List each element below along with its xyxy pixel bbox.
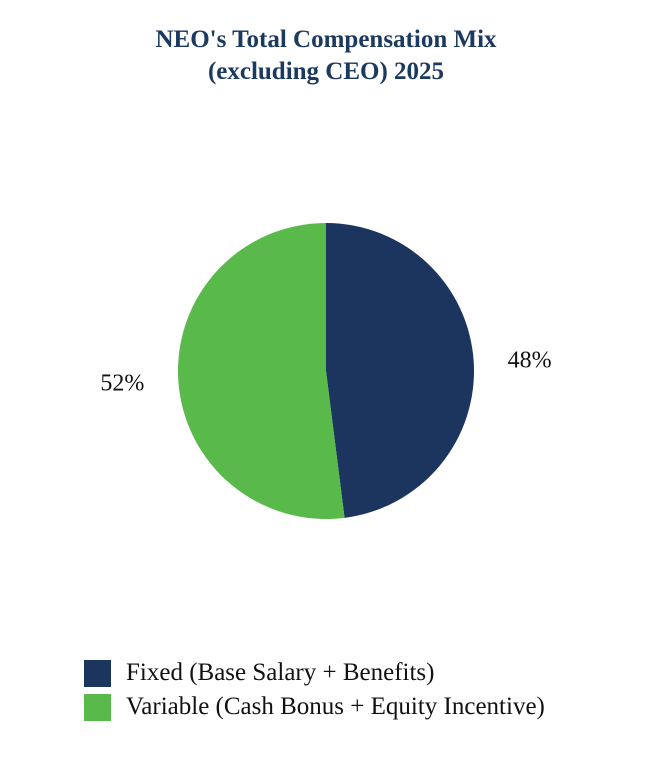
chart-title-line-1: NEO's Total Compensation Mix xyxy=(155,26,497,53)
pie-label-variable: 52% xyxy=(100,370,144,396)
legend-swatch-fixed xyxy=(84,659,111,687)
pie-slice-labels: 48% 52% xyxy=(100,348,551,397)
pie-slice-fixed xyxy=(326,223,474,518)
legend-label-variable: Variable (Cash Bonus + Equity Incentive) xyxy=(126,693,545,720)
legend-label-fixed: Fixed (Base Salary + Benefits) xyxy=(126,659,435,686)
pie-slice-variable xyxy=(177,223,345,519)
pie-slices xyxy=(177,223,474,519)
chart-legend: Fixed (Base Salary + Benefits) Variable … xyxy=(84,656,545,724)
pie-label-fixed: 48% xyxy=(508,348,552,374)
chart-title-line-2: (excluding CEO) 2025 xyxy=(207,58,445,85)
legend-swatch-variable xyxy=(84,693,111,721)
legend-item-fixed: Fixed (Base Salary + Benefits) xyxy=(84,656,545,690)
chart-title: NEO's Total Compensation Mix (excluding … xyxy=(0,24,652,88)
legend-item-variable: Variable (Cash Bonus + Equity Incentive) xyxy=(84,690,545,724)
